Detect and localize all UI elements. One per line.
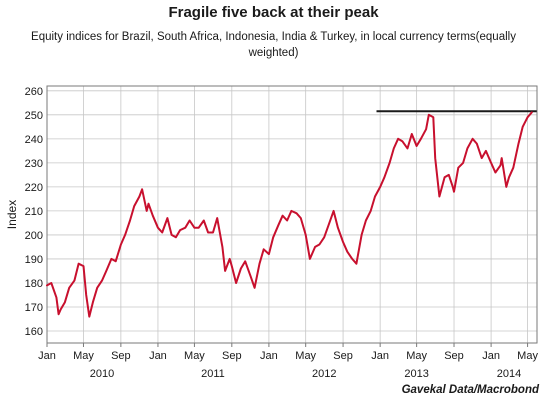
- y-tick-label: 200: [25, 230, 43, 242]
- x-tick-label: May: [406, 350, 427, 362]
- x-tick-label: Sep: [222, 350, 242, 362]
- x-tick-label: Sep: [333, 350, 353, 362]
- x-tick-label: Jan: [38, 350, 56, 362]
- chart-title: Fragile five back at their peak: [168, 4, 379, 21]
- x-year-label: 2011: [201, 368, 225, 380]
- x-year-label: 2014: [497, 368, 521, 380]
- x-year-label: 2010: [90, 368, 114, 380]
- x-tick-label: May: [295, 350, 316, 362]
- y-tick-label: 230: [25, 158, 43, 170]
- y-tick-label: 250: [25, 110, 43, 122]
- y-tick-label: 190: [25, 254, 43, 266]
- y-tick-label: 160: [25, 326, 43, 338]
- x-tick-label: Jan: [371, 350, 389, 362]
- y-tick-label: 240: [25, 134, 43, 146]
- x-tick-label: Jan: [260, 350, 278, 362]
- y-axis-label: Index: [5, 200, 19, 229]
- x-tick-label: Sep: [111, 350, 131, 362]
- source-note: Gavekal Data/Macrobond: [401, 384, 539, 396]
- series-line-0: [46, 111, 533, 318]
- y-tick-label: 170: [25, 302, 43, 314]
- x-tick-label: Jan: [149, 350, 167, 362]
- y-tick-label: 210: [25, 206, 43, 218]
- y-tick-label: 260: [25, 86, 43, 98]
- x-tick-label: May: [73, 350, 94, 362]
- x-year-label: 2013: [404, 368, 428, 380]
- y-tick-label: 180: [25, 278, 43, 290]
- x-tick-label: Jan: [482, 350, 500, 362]
- plot-frame: [46, 85, 538, 344]
- y-tick-label: 220: [25, 182, 43, 194]
- x-tick-label: Sep: [444, 350, 464, 362]
- x-year-label: 2012: [312, 368, 336, 380]
- chart-subtitle: Equity indices for Brazil, South Africa,…: [31, 31, 516, 59]
- x-tick-label: May: [184, 350, 205, 362]
- x-tick-label: May: [517, 350, 538, 362]
